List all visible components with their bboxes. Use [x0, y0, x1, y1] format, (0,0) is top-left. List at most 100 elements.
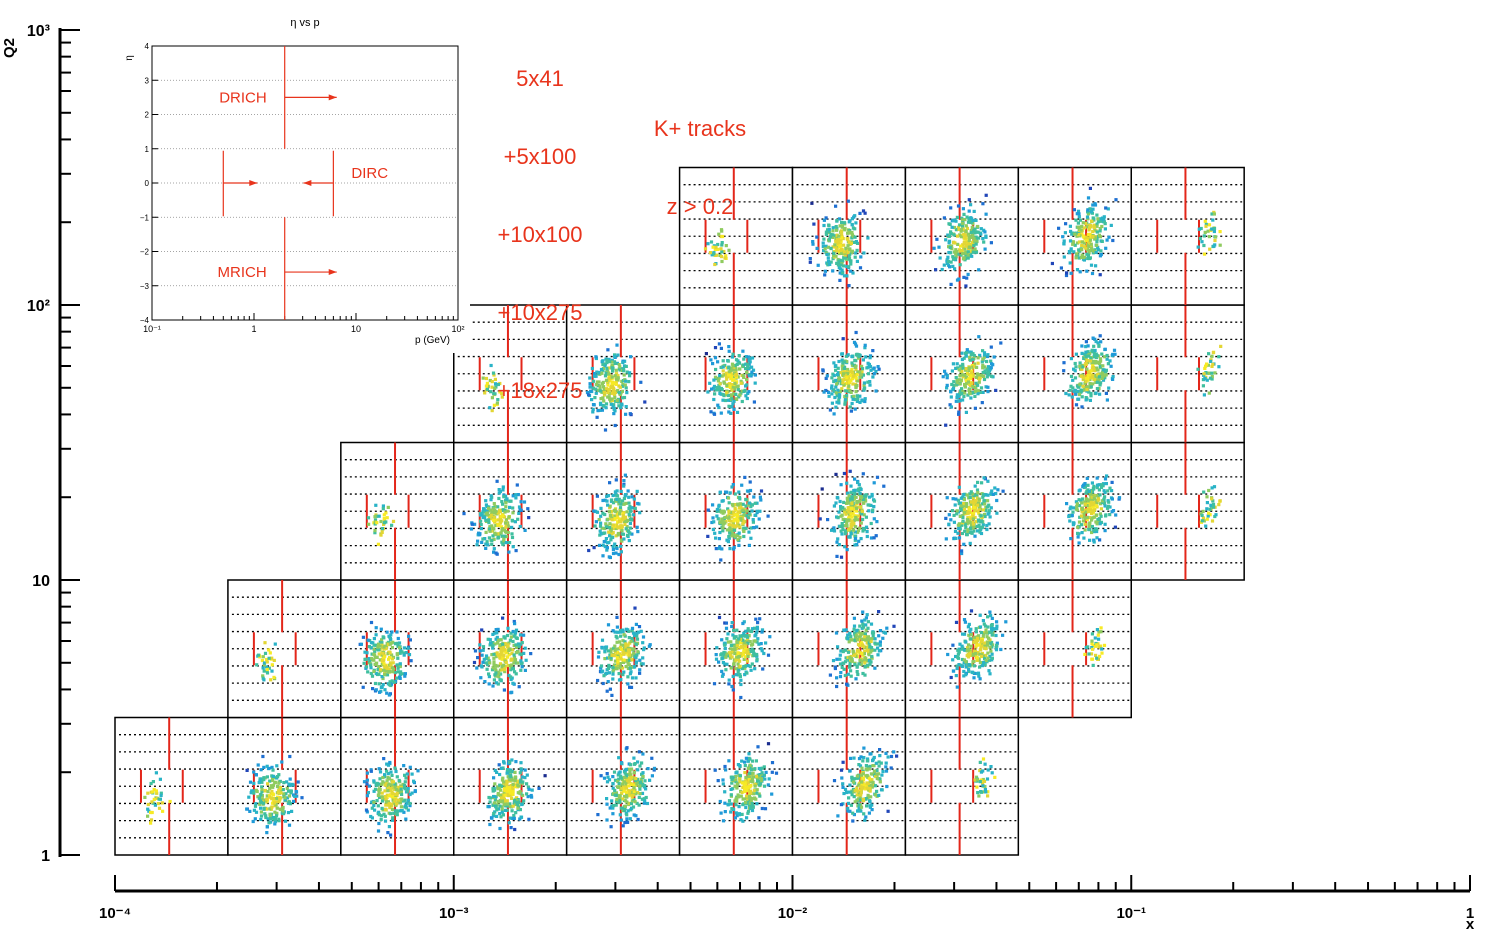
- histogram-bin: [381, 683, 385, 687]
- histogram-bin: [862, 746, 866, 750]
- histogram-bin: [744, 384, 748, 388]
- histogram-bin: [878, 629, 883, 633]
- histogram-bin: [967, 655, 971, 659]
- histogram-bin: [1087, 500, 1091, 504]
- histogram-bin: [643, 799, 647, 803]
- histogram-bin: [892, 750, 896, 754]
- histogram-bin: [607, 388, 611, 392]
- histogram-bin: [957, 522, 961, 526]
- histogram-bin: [875, 520, 879, 524]
- kinematic-bin-panel: [904, 579, 1020, 719]
- histogram-bin: [599, 506, 603, 510]
- histogram-bin: [837, 543, 841, 547]
- histogram-bin: [614, 499, 618, 503]
- histogram-bin: [491, 666, 495, 670]
- histogram-bin: [743, 764, 747, 768]
- histogram-bin: [402, 651, 406, 655]
- histogram-bin: [268, 815, 272, 819]
- histogram-bin: [620, 782, 624, 786]
- histogram-bin: [512, 619, 516, 624]
- histogram-bin: [748, 664, 752, 668]
- histogram-bin: [736, 375, 740, 379]
- histogram-bin: [506, 643, 510, 647]
- histogram-bin: [624, 644, 628, 648]
- histogram-bin: [1088, 508, 1092, 512]
- histogram-bin: [634, 778, 638, 782]
- histogram-bin: [480, 540, 484, 544]
- histogram-bin: [861, 776, 865, 780]
- histogram-bin: [372, 779, 376, 783]
- histogram-bin: [1098, 502, 1103, 506]
- histogram-bin: [979, 514, 983, 518]
- histogram-bin: [745, 659, 750, 663]
- histogram-bin: [841, 785, 845, 789]
- histogram-bin: [492, 656, 496, 660]
- histogram-bin: [1095, 483, 1100, 487]
- histogram-bin: [490, 510, 494, 514]
- histogram-bin: [625, 776, 629, 781]
- histogram-bin: [744, 394, 748, 398]
- histogram-bin: [613, 409, 617, 413]
- histogram-bin: [628, 685, 632, 689]
- histogram-bin: [617, 404, 621, 408]
- histogram-bin: [714, 653, 718, 657]
- histogram-bin: [270, 797, 274, 801]
- histogram-bin: [510, 535, 515, 540]
- histogram-bin: [622, 496, 626, 501]
- histogram-bin: [749, 768, 753, 772]
- histogram-bin: [501, 616, 505, 620]
- histogram-bin: [377, 665, 381, 669]
- histogram-bin: [857, 539, 861, 543]
- histogram-bin: [873, 771, 877, 776]
- histogram-bin: [748, 480, 752, 484]
- histogram-bin: [523, 776, 527, 780]
- histogram-bin: [964, 665, 968, 669]
- histogram-bin: [745, 635, 749, 639]
- histogram-bin: [1097, 483, 1101, 487]
- histogram-bin: [611, 544, 615, 548]
- histogram-bin: [959, 504, 963, 508]
- histogram-bin: [716, 379, 720, 383]
- histogram-bin: [723, 801, 727, 805]
- histogram-bin: [736, 782, 740, 786]
- density-scatter: [946, 609, 1008, 689]
- histogram-bin: [598, 384, 602, 388]
- histogram-bin: [638, 668, 642, 672]
- histogram-bin: [742, 657, 746, 661]
- histogram-bin: [621, 512, 625, 516]
- histogram-bin: [978, 760, 982, 764]
- histogram-bin: [644, 795, 648, 800]
- histogram-bin: [627, 512, 631, 517]
- histogram-bin: [857, 783, 861, 787]
- histogram-bin: [593, 509, 598, 514]
- histogram-bin: [978, 677, 982, 681]
- histogram-bin: [1102, 489, 1106, 493]
- histogram-bin: [605, 494, 609, 498]
- histogram-bin: [869, 772, 873, 776]
- histogram-bin: [737, 637, 741, 641]
- histogram-bin: [612, 403, 616, 407]
- histogram-bin: [723, 643, 727, 647]
- histogram-bin: [978, 625, 983, 629]
- histogram-bin: [275, 811, 279, 815]
- histogram-bin: [484, 376, 488, 381]
- histogram-bin: [731, 352, 735, 356]
- histogram-bin: [392, 680, 396, 684]
- histogram-bin: [502, 688, 506, 692]
- histogram-bin: [627, 650, 631, 654]
- histogram-bin: [867, 767, 871, 771]
- histogram-bin: [853, 508, 857, 512]
- histogram-bin: [1099, 507, 1103, 511]
- histogram-bin: [726, 393, 730, 398]
- histogram-bin: [372, 803, 376, 808]
- histogram-bin: [856, 649, 860, 653]
- histogram-bin: [728, 525, 732, 529]
- histogram-bin: [848, 809, 852, 813]
- histogram-bin: [381, 797, 385, 801]
- histogram-bin: [635, 634, 639, 638]
- histogram-bin: [747, 543, 751, 547]
- histogram-bin: [967, 669, 971, 674]
- histogram-bin: [734, 775, 738, 779]
- histogram-bin: [596, 388, 600, 392]
- histogram-bin: [481, 648, 485, 652]
